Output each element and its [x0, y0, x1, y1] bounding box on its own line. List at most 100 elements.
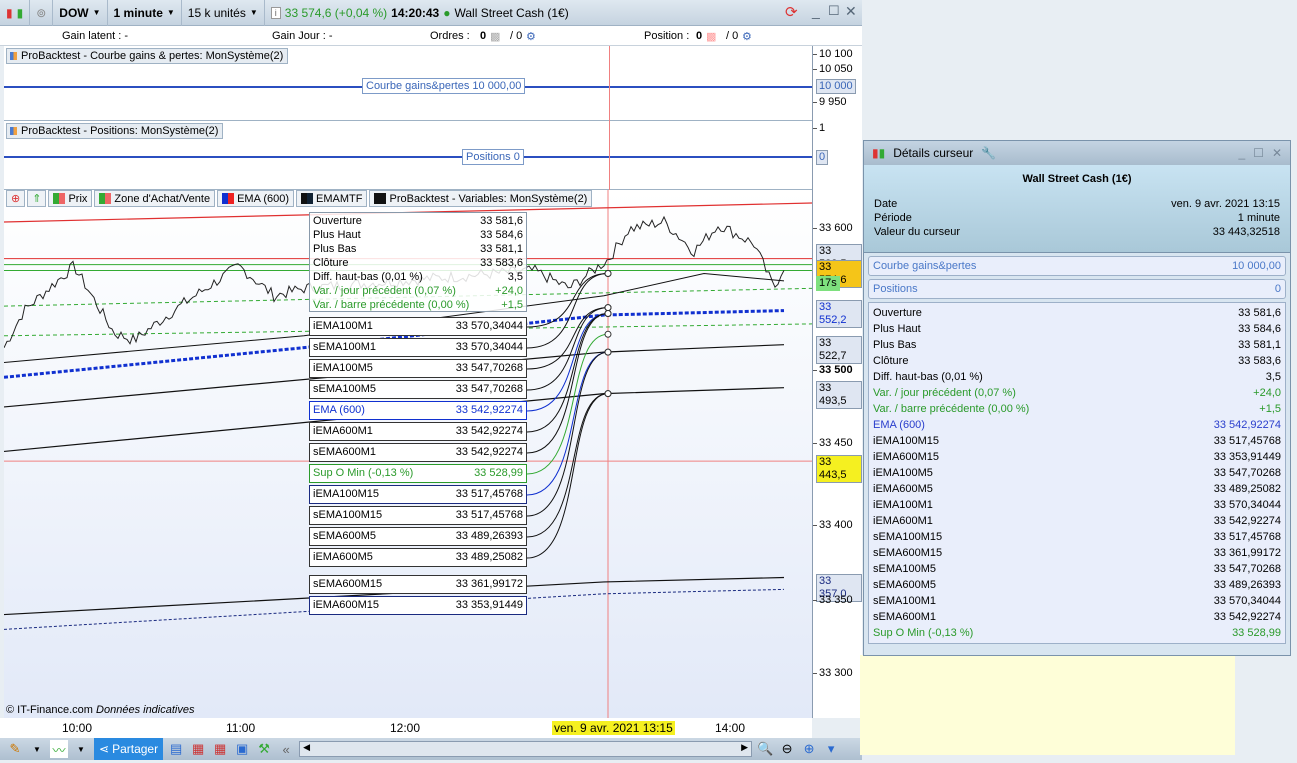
indicator-label: sEMA100M1 33 570,34044 — [309, 338, 527, 357]
row-value: +24,0 — [1253, 387, 1281, 399]
indicators-icon[interactable]: 〰 — [50, 740, 68, 758]
instrument-label: DOW — [59, 5, 89, 20]
minimize-icon[interactable]: _ — [812, 3, 820, 19]
row-value: 33 547,70268 — [1213, 467, 1281, 479]
legend-variables[interactable]: ProBacktest - Variables: MonSystème(2) — [369, 190, 593, 207]
row-value: 33 542,92274 — [455, 425, 523, 437]
row-label: Diff. haut-bas (0,01 %) — [313, 271, 423, 283]
legend-prix[interactable]: Prix — [48, 190, 93, 207]
minimize-icon[interactable]: _ — [1238, 146, 1246, 160]
row-label: iEMA600M5 — [873, 483, 933, 495]
zoom-in-icon[interactable]: ⊕ — [803, 741, 815, 756]
legend-emamtf[interactable]: EMAMTF — [296, 190, 368, 207]
label-connector — [526, 393, 609, 559]
chevron-down-icon[interactable]: ▼ — [33, 744, 41, 754]
price-axis[interactable]: 10 100 10 050 10 000 9 950 1 0 33 600 33… — [812, 46, 862, 718]
equity-curve-panel: ProBacktest - Courbe gains & pertes: Mon… — [4, 46, 812, 121]
cancel-orders-icon[interactable]: ▩ — [490, 31, 501, 43]
cursor-point — [604, 310, 612, 318]
wrench-icon[interactable]: 🔧 — [981, 146, 997, 160]
instrument-name: Wall Street Cash (1€) — [1022, 173, 1132, 185]
tools-icon[interactable]: ⚒ — [258, 741, 270, 756]
row-label: Plus Haut — [313, 229, 361, 241]
order-book-icon[interactable]: ▦ — [213, 741, 227, 756]
link-icon[interactable]: ⊚ — [30, 0, 54, 26]
legend-ema600[interactable]: EMA (600) — [217, 190, 295, 207]
positions-tag: Positions 0 — [462, 149, 524, 165]
maximize-icon[interactable]: ☐ — [1253, 146, 1264, 160]
gear-icon[interactable]: ⚙ — [742, 31, 752, 43]
row-value: 33 489,26393 — [455, 530, 523, 542]
indicator-label: Sup O Min (-0,13 %) 33 528,99 — [309, 464, 527, 483]
units-select[interactable]: 15 k unités ▼ — [182, 0, 265, 26]
info-icon[interactable]: i — [270, 6, 281, 19]
row-value: 33 528,99 — [474, 467, 523, 479]
chevron-down-icon[interactable]: ▼ — [77, 744, 85, 754]
time-axis[interactable]: 10:00 11:00 12:00 ven. 9 avr. 2021 13:15… — [0, 718, 812, 738]
row-label: Clôture — [313, 257, 349, 269]
tooltip-row: Plus Bas 33 581,1 — [313, 242, 523, 256]
row-label: iEMA600M5 — [313, 551, 373, 563]
expand-button[interactable]: ⇑ — [27, 190, 47, 207]
legend-label: EMAMTF — [316, 192, 363, 205]
candlestick-icon[interactable]: ▮ ▮ — [0, 0, 31, 26]
instrument-select[interactable]: DOW ▼ — [53, 0, 108, 26]
zoom-out-icon[interactable]: ⊖ — [781, 741, 793, 756]
value-row: Plus Haut 33 584,6 — [873, 321, 1281, 337]
row-value: 33 517,45768 — [455, 509, 523, 521]
close-icon[interactable]: ✕ — [845, 3, 857, 19]
tooltip-row: Var. / jour précédent (0,07 %) +24,0 — [313, 284, 523, 298]
panel-title[interactable]: ProBacktest - Positions: MonSystème(2) — [6, 123, 224, 139]
scroll-left-icon[interactable]: ◀ — [303, 742, 311, 752]
row-value: ven. 9 avr. 2021 13:15 — [1171, 198, 1280, 210]
scroll-right-icon[interactable]: ▶ — [741, 742, 749, 752]
row-label: iEMA100M1 — [313, 320, 373, 332]
collapse-button[interactable]: ⊕ — [6, 190, 26, 207]
maximize-icon[interactable]: ☐ — [828, 3, 840, 18]
close-icon[interactable]: ✕ — [1271, 146, 1282, 160]
units-label: 15 k unités — [187, 5, 246, 20]
legend-zone[interactable]: Zone d'Achat/Vente — [94, 190, 216, 207]
period-label: 1 minute — [113, 5, 163, 20]
detail-box: Courbe gains&pertes 10 000,00 — [868, 256, 1286, 276]
axis-value-label: 0 — [816, 150, 829, 165]
share-button[interactable]: ⋖ Partager — [94, 738, 164, 760]
window-titlebar[interactable]: ▮▮ Détails curseur 🔧 _ ☐ ✕ — [864, 141, 1290, 165]
gear-icon[interactable]: ⚙ — [526, 31, 536, 43]
axis-value-label: 33 493,5 — [816, 381, 862, 409]
value-row: sEMA600M1 33 542,92274 — [873, 609, 1281, 625]
row-label: Période — [874, 212, 912, 224]
period-select[interactable]: 1 minute ▼ — [108, 0, 182, 26]
iema600m15-line — [4, 588, 785, 630]
zoom-auto-icon[interactable]: 🔍 — [757, 741, 774, 756]
row-label: sEMA600M1 — [873, 611, 936, 623]
row-value: 10 000,00 — [1232, 260, 1281, 272]
panel-title[interactable]: ProBacktest - Courbe gains & pertes: Mon… — [6, 48, 289, 64]
row-label: Courbe gains&pertes — [873, 260, 977, 272]
row-value: +24,0 — [495, 285, 523, 297]
window-icon[interactable]: ▣ — [235, 741, 249, 756]
row-value: 33 547,70268 — [455, 362, 523, 374]
report-icon[interactable]: ▦ — [191, 741, 205, 756]
chart-toolbar: ▮ ▮ ⊚ DOW ▼ 1 minute ▼ 15 k unités ▼ i 33 57… — [0, 0, 862, 26]
comment-icon[interactable]: ▤ — [169, 741, 183, 756]
close-position-icon[interactable]: ▩ — [706, 31, 717, 43]
ordres-value: 0 — [480, 30, 487, 42]
refresh-icon[interactable]: ⟳ — [785, 4, 798, 21]
drawing-tools-icon[interactable]: ✎ — [9, 741, 21, 756]
row-label: Clôture — [873, 355, 909, 367]
row-label: EMA (600) — [313, 404, 365, 416]
ruler-icon[interactable]: ▾ — [827, 741, 835, 756]
clock: 14:20:43 — [391, 5, 440, 20]
indicator-label: sEMA600M5 33 489,26393 — [309, 527, 527, 546]
value-row: Var. / barre précédente (0,00 %) +1,5 — [873, 401, 1281, 417]
scroll-left-fast-icon[interactable]: « — [282, 741, 290, 757]
row-label: sEMA600M5 — [873, 579, 936, 591]
indicator-label: iEMA600M1 33 542,92274 — [309, 422, 527, 441]
row-value: 33 489,26393 — [1213, 579, 1281, 591]
horizontal-scrollbar[interactable]: ◀ ▶ — [299, 741, 753, 757]
row-value: 33 581,1 — [1238, 339, 1281, 351]
row-label: iEMA600M15 — [873, 451, 940, 463]
copyright-text: © IT-Finance.com — [6, 704, 93, 716]
legend: ⊕ ⇑ Prix Zone d'Achat/Vente EMA (600) EM… — [4, 190, 593, 208]
